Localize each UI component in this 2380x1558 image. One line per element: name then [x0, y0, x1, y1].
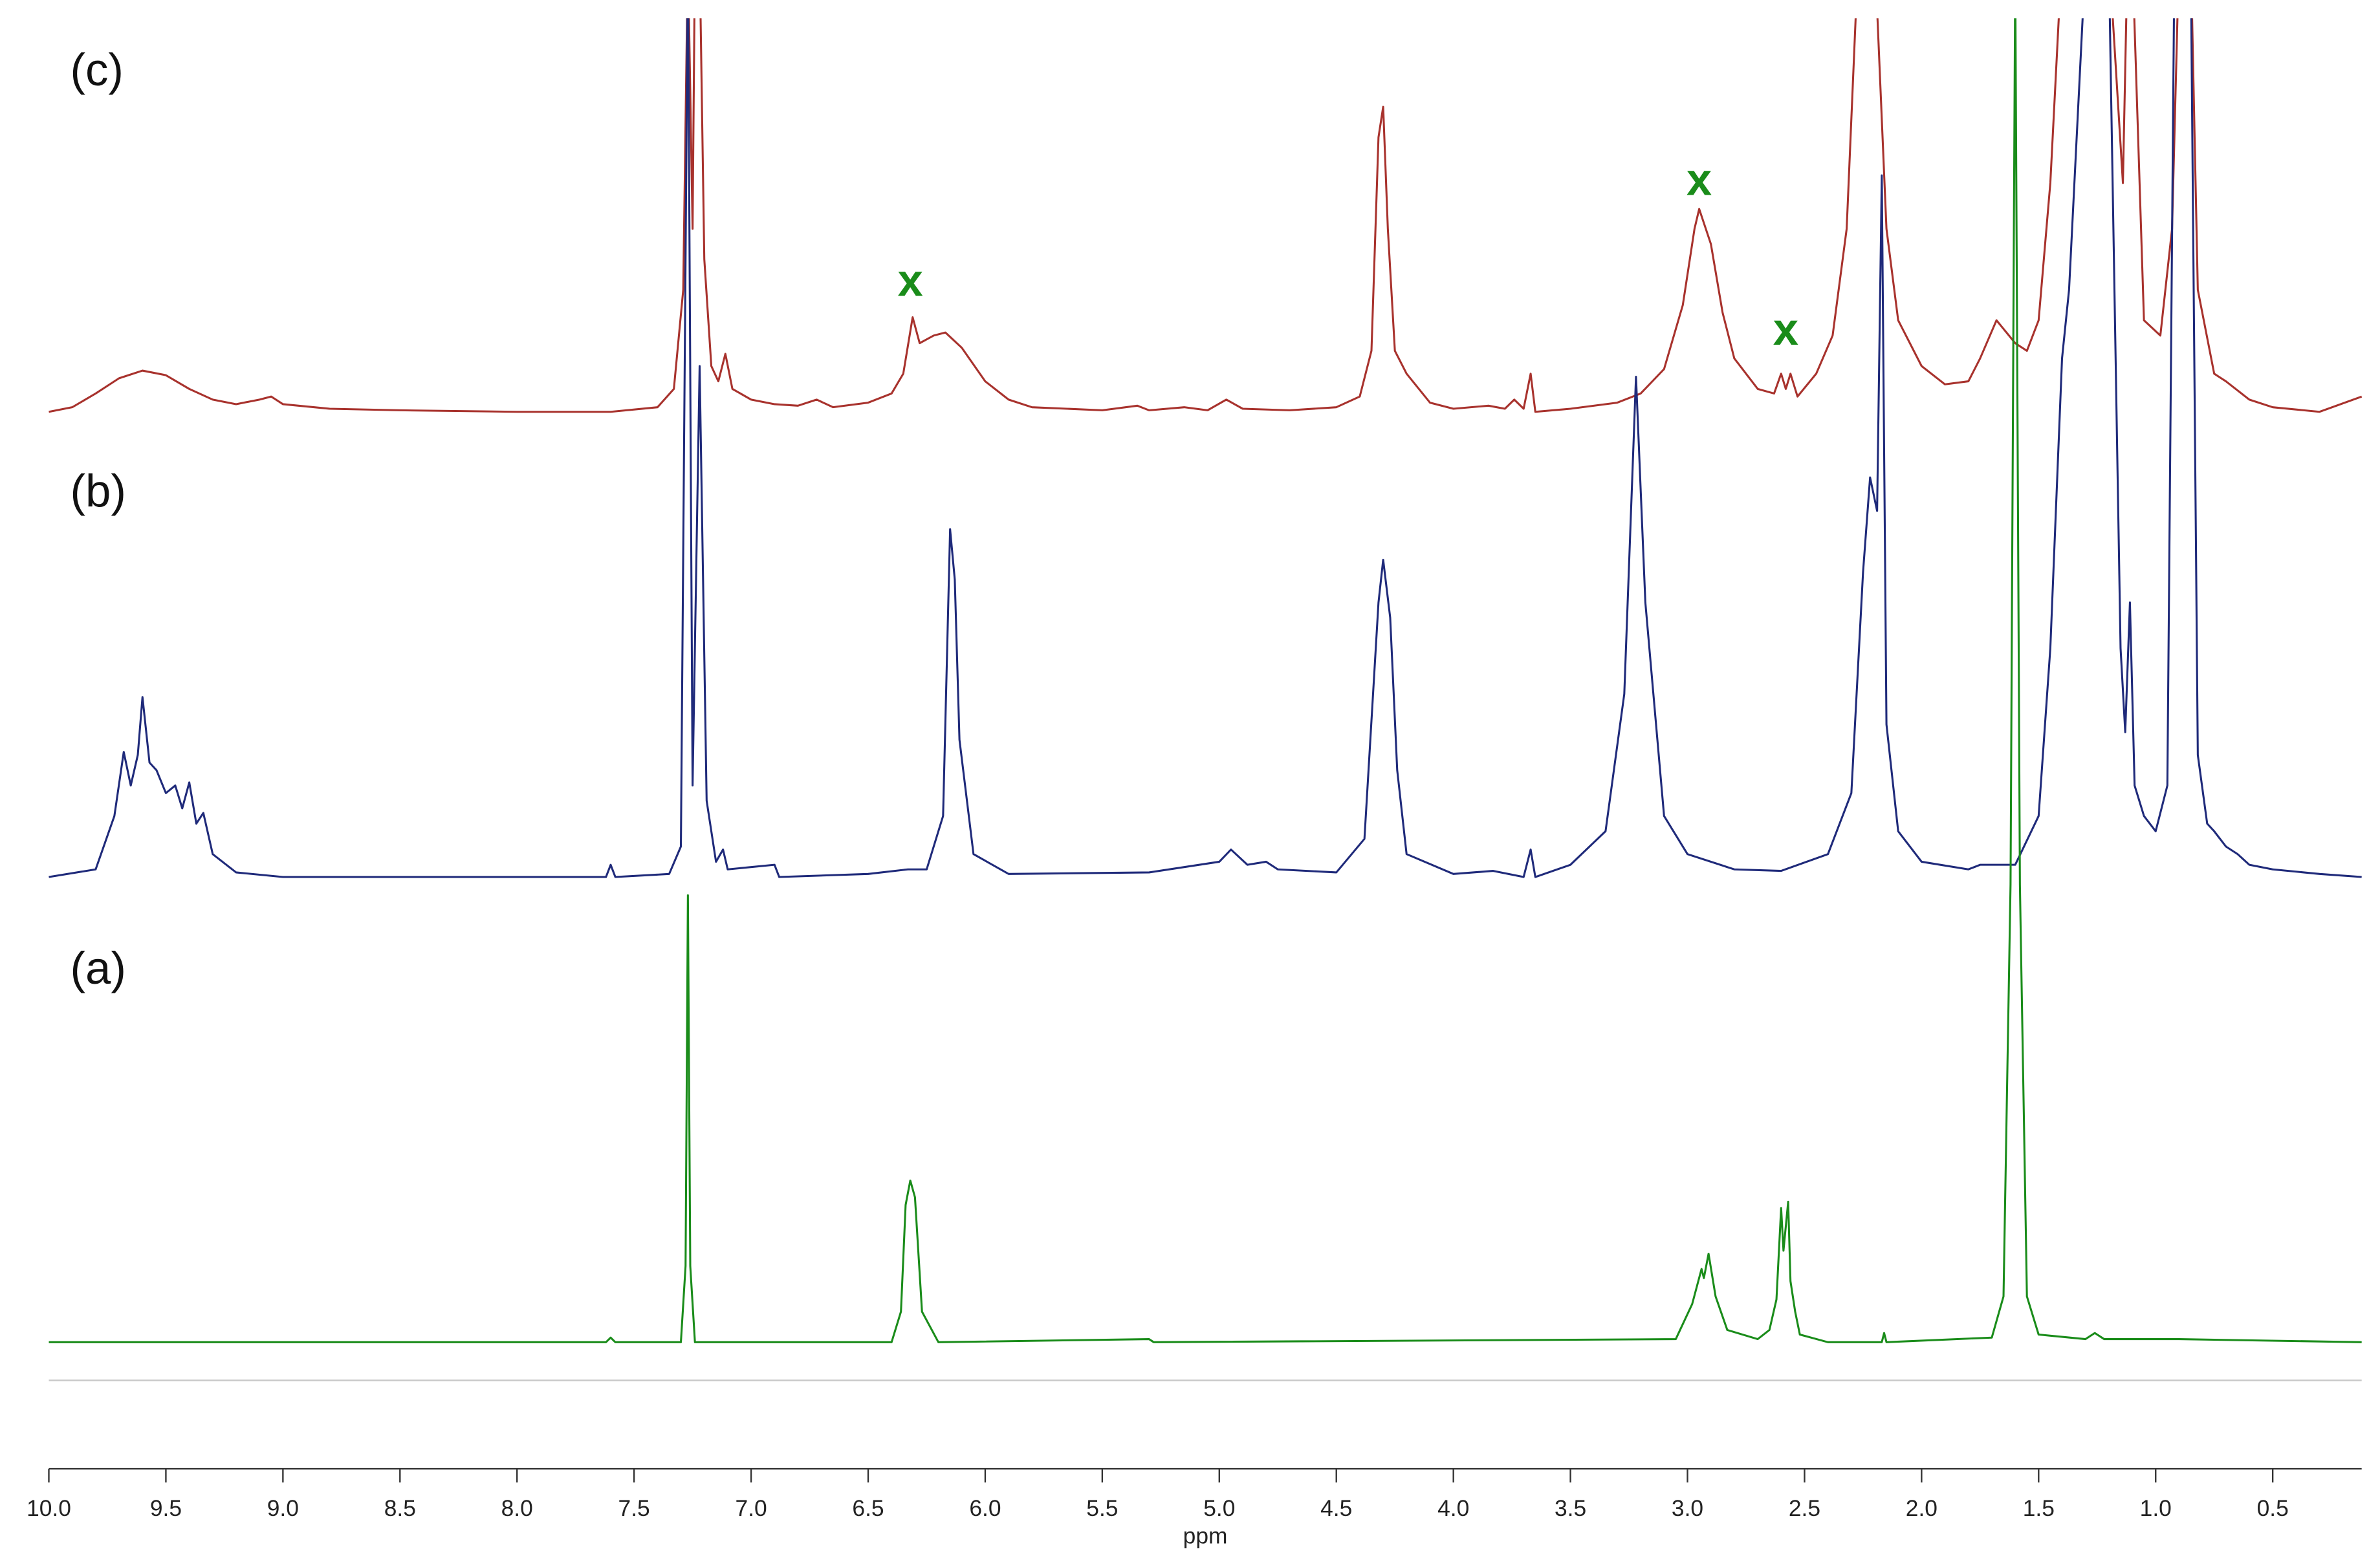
x-tick-label: 4.5	[1320, 1496, 1352, 1521]
traces	[49, 18, 2363, 1343]
x-tick-label: 2.5	[1789, 1496, 1820, 1521]
x-tick-label: 9.5	[150, 1496, 182, 1521]
x-tick-label: 4.0	[1437, 1496, 1469, 1521]
annotation: x	[897, 254, 923, 305]
series-label: (a)	[71, 942, 126, 993]
x-tick-label: 3.5	[1555, 1496, 1586, 1521]
spectrum-line	[49, 18, 2363, 413]
x-tick-label: 1.0	[2140, 1496, 2172, 1521]
x-tick-label: 7.0	[735, 1496, 767, 1521]
spectrum-line	[49, 18, 2362, 878]
x-tick-label: 0.5	[2257, 1496, 2289, 1521]
x-tick-label: 9.0	[267, 1496, 299, 1521]
x-tick-label: 5.5	[1086, 1496, 1118, 1521]
spectrum-line	[49, 18, 2362, 1343]
x-tick-label: 6.5	[852, 1496, 884, 1521]
x-tick-label: 8.5	[384, 1496, 416, 1521]
x-tick-label: 8.0	[501, 1496, 533, 1521]
series-label: (b)	[71, 465, 126, 516]
annotation: x	[1773, 303, 1798, 354]
series-label: (c)	[71, 44, 124, 95]
x-tick-label: 3.0	[1672, 1496, 1703, 1521]
x-axis-label: ppm	[1183, 1524, 1228, 1549]
x-tick-label: 2.0	[1906, 1496, 1938, 1521]
x-tick-label: 10.0	[27, 1496, 71, 1521]
x-tick-label: 1.5	[2023, 1496, 2055, 1521]
annotation: x	[1687, 154, 1712, 205]
x-tick-label: 6.0	[969, 1496, 1001, 1521]
x-tick-label: 5.0	[1203, 1496, 1235, 1521]
x-tick-label: 7.5	[618, 1496, 650, 1521]
